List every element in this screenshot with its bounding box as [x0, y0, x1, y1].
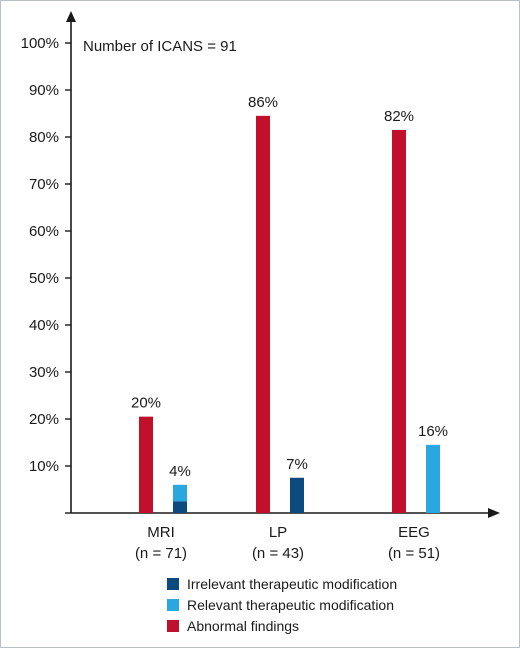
- bar-irrelevant-lp: [290, 477, 304, 513]
- y-tick-label: 100%: [21, 35, 59, 52]
- legend-label-irrelevant: Irrelevant therapeutic modification: [187, 575, 398, 592]
- x-tick-n-label-eeg: (n = 51): [388, 545, 440, 562]
- y-tick-label: 90%: [29, 82, 59, 99]
- bar-relevant-mri: [173, 484, 187, 502]
- legend-item-irrelevant: Irrelevant therapeutic modification: [167, 573, 397, 594]
- annotation-icans-count: Number of ICANS = 91: [83, 38, 237, 55]
- x-tick-label-mri: MRI: [147, 524, 175, 541]
- legend: Irrelevant therapeutic modification Rele…: [167, 573, 397, 636]
- bar-abnormal-lp: [256, 115, 270, 513]
- data-label-abnormal-mri: 20%: [131, 395, 161, 412]
- data-label-abnormal-lp: 86%: [248, 94, 278, 111]
- bar-abnormal-eeg: [392, 129, 406, 513]
- legend-swatch-irrelevant: [167, 577, 179, 590]
- x-tick-n-label-mri: (n = 71): [135, 545, 187, 562]
- legend-swatch-relevant: [167, 598, 179, 611]
- x-axis-arrow: [488, 508, 500, 518]
- legend-item-abnormal: Abnormal findings: [167, 615, 397, 636]
- legend-label-abnormal: Abnormal findings: [187, 617, 300, 634]
- data-label-abnormal-eeg: 82%: [384, 108, 414, 125]
- legend-item-relevant: Relevant therapeutic modification: [167, 594, 397, 615]
- bar-abnormal-mri: [139, 416, 153, 513]
- y-tick-label: 50%: [29, 270, 59, 287]
- x-tick-label-lp: LP: [269, 524, 287, 541]
- bar-relevant-eeg: [426, 444, 440, 513]
- x-tick-label-eeg: EEG: [398, 524, 430, 541]
- y-tick-label: 20%: [29, 411, 59, 428]
- y-tick-label: 10%: [29, 458, 59, 475]
- bar-irrelevant-mri: [173, 501, 187, 513]
- legend-swatch-abnormal: [167, 619, 179, 632]
- y-tick-label: 40%: [29, 317, 59, 334]
- data-label-therapeutic-mri: 4%: [169, 463, 191, 480]
- y-tick-label: 70%: [29, 176, 59, 193]
- y-axis-arrow: [66, 11, 76, 22]
- data-label-therapeutic-lp: 7%: [286, 456, 308, 473]
- y-tick-label: 80%: [29, 129, 59, 146]
- y-tick-label: 30%: [29, 364, 59, 381]
- legend-label-relevant: Relevant therapeutic modification: [187, 596, 395, 613]
- y-tick-label: 60%: [29, 223, 59, 240]
- bar-chart: 10% 20% 30% 40% 50% 60% 70% 80% 90% 100% Number of…: [21, 11, 500, 562]
- x-tick-n-label-lp: (n = 43): [252, 545, 304, 562]
- data-label-therapeutic-eeg: 16%: [418, 423, 448, 440]
